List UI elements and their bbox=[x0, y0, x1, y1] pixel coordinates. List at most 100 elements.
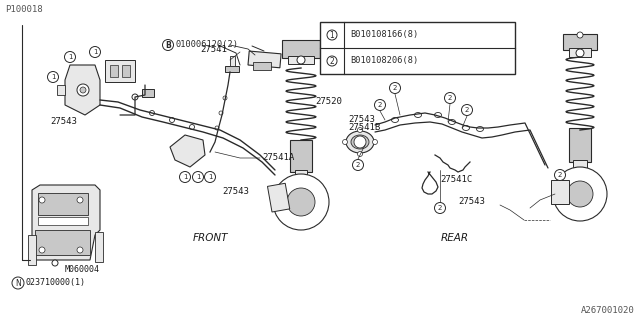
Text: 27541B: 27541B bbox=[348, 124, 380, 132]
Circle shape bbox=[150, 110, 154, 116]
Circle shape bbox=[77, 84, 89, 96]
Text: 1: 1 bbox=[183, 174, 188, 180]
Text: 2: 2 bbox=[330, 57, 334, 66]
Circle shape bbox=[287, 188, 315, 216]
Text: 010006120(2): 010006120(2) bbox=[175, 41, 238, 50]
Text: 1: 1 bbox=[208, 174, 212, 180]
Text: 27543: 27543 bbox=[222, 188, 249, 196]
Text: 2: 2 bbox=[465, 107, 469, 113]
Ellipse shape bbox=[449, 119, 456, 124]
Circle shape bbox=[297, 56, 305, 64]
Circle shape bbox=[327, 30, 337, 40]
Text: 2: 2 bbox=[558, 172, 562, 178]
Circle shape bbox=[39, 247, 45, 253]
Bar bbox=[110, 65, 118, 77]
Ellipse shape bbox=[568, 180, 593, 200]
Text: A267001020: A267001020 bbox=[581, 306, 635, 315]
Text: B010108206(8): B010108206(8) bbox=[350, 57, 419, 66]
Ellipse shape bbox=[560, 174, 600, 206]
Bar bbox=[253, 62, 271, 70]
Text: 27541: 27541 bbox=[200, 45, 227, 54]
Bar bbox=[122, 65, 130, 77]
Circle shape bbox=[170, 117, 175, 123]
Text: 2: 2 bbox=[448, 95, 452, 101]
Bar bbox=[569, 48, 591, 57]
Text: FRONT: FRONT bbox=[192, 233, 228, 243]
Text: N: N bbox=[15, 278, 21, 287]
Bar bbox=[38, 193, 88, 215]
Bar bbox=[563, 34, 597, 50]
Bar bbox=[142, 89, 154, 97]
Bar bbox=[288, 56, 314, 64]
Ellipse shape bbox=[351, 135, 369, 149]
Ellipse shape bbox=[415, 113, 422, 117]
Text: 27541A: 27541A bbox=[262, 154, 294, 163]
Circle shape bbox=[573, 183, 587, 197]
Circle shape bbox=[77, 197, 83, 203]
Text: 2: 2 bbox=[393, 85, 397, 91]
Bar bbox=[38, 217, 88, 225]
Circle shape bbox=[65, 52, 76, 62]
Circle shape bbox=[189, 124, 195, 130]
Circle shape bbox=[354, 136, 366, 148]
Bar bbox=[290, 140, 312, 172]
Bar bbox=[295, 170, 307, 188]
Text: 1: 1 bbox=[196, 174, 200, 180]
Text: P100018: P100018 bbox=[5, 5, 43, 14]
Circle shape bbox=[372, 140, 378, 145]
Circle shape bbox=[179, 172, 191, 182]
Text: B010108166(8): B010108166(8) bbox=[350, 30, 419, 39]
Circle shape bbox=[163, 39, 173, 51]
Text: M060004: M060004 bbox=[65, 265, 100, 274]
Circle shape bbox=[205, 172, 216, 182]
Circle shape bbox=[342, 140, 348, 145]
Text: 1: 1 bbox=[330, 30, 334, 39]
Circle shape bbox=[215, 126, 219, 130]
Circle shape bbox=[576, 49, 584, 57]
Circle shape bbox=[90, 46, 100, 58]
Circle shape bbox=[293, 190, 309, 206]
Circle shape bbox=[327, 56, 337, 66]
Circle shape bbox=[219, 111, 223, 115]
Text: 27543: 27543 bbox=[50, 117, 77, 126]
Bar bbox=[248, 51, 281, 68]
Circle shape bbox=[554, 170, 566, 180]
Text: 27543: 27543 bbox=[458, 197, 485, 206]
Ellipse shape bbox=[346, 131, 374, 153]
Ellipse shape bbox=[288, 187, 314, 209]
Text: 2: 2 bbox=[438, 205, 442, 211]
Bar bbox=[105, 60, 135, 82]
Polygon shape bbox=[170, 135, 205, 167]
Bar bbox=[35, 230, 90, 255]
Circle shape bbox=[390, 83, 401, 93]
Text: 2: 2 bbox=[378, 102, 382, 108]
Circle shape bbox=[461, 105, 472, 116]
Circle shape bbox=[435, 203, 445, 213]
Bar bbox=[57, 85, 65, 95]
Ellipse shape bbox=[392, 117, 399, 123]
Circle shape bbox=[80, 87, 86, 93]
Circle shape bbox=[12, 277, 24, 289]
Text: 1: 1 bbox=[68, 54, 72, 60]
Bar bbox=[28, 235, 36, 265]
Ellipse shape bbox=[477, 126, 483, 132]
Bar bbox=[320, 22, 515, 74]
Ellipse shape bbox=[435, 113, 442, 117]
Bar bbox=[573, 160, 587, 177]
Text: 27541C: 27541C bbox=[440, 175, 472, 185]
Circle shape bbox=[358, 127, 362, 132]
Text: 1: 1 bbox=[51, 74, 55, 80]
Polygon shape bbox=[32, 185, 100, 260]
Circle shape bbox=[193, 172, 204, 182]
Bar bbox=[225, 66, 239, 72]
Circle shape bbox=[553, 167, 607, 221]
Circle shape bbox=[223, 96, 227, 100]
Bar bbox=[268, 183, 290, 212]
Circle shape bbox=[353, 159, 364, 171]
Text: 27543: 27543 bbox=[348, 116, 375, 124]
Circle shape bbox=[77, 247, 83, 253]
Text: 27520: 27520 bbox=[315, 98, 342, 107]
Text: B: B bbox=[165, 41, 171, 50]
Circle shape bbox=[445, 92, 456, 103]
Bar bbox=[282, 40, 320, 58]
